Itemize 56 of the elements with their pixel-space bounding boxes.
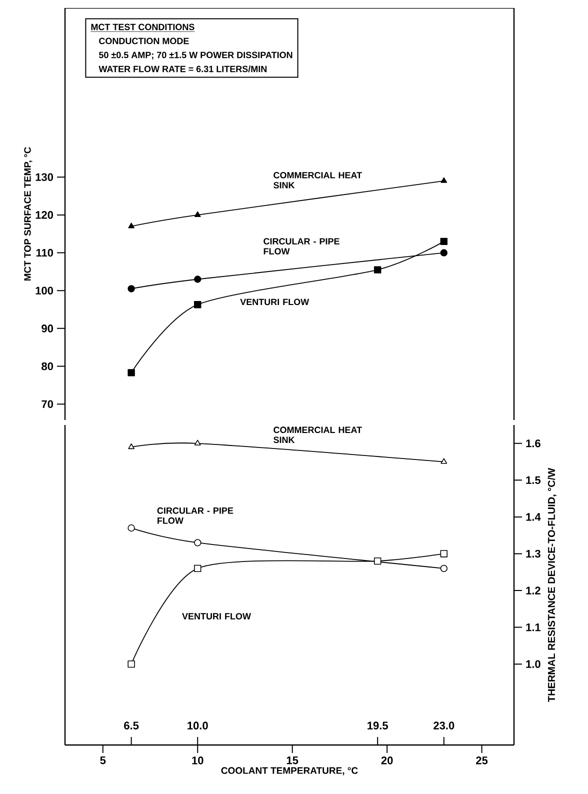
- y-tick-label: 80: [42, 362, 54, 370]
- series-label: COMMERCIAL HEAT SINK: [274, 172, 362, 188]
- series-label: VENTURI FLOW: [240, 298, 310, 306]
- point: [194, 440, 201, 446]
- y2-tick-label: 1.4: [526, 513, 541, 521]
- x2-tick-label: 6.5: [124, 722, 139, 730]
- point: [194, 211, 201, 217]
- point: [128, 369, 135, 376]
- text: VENTURI FLOW: [182, 613, 251, 620]
- annotation: CONDUCTION MODE: [99, 38, 189, 44]
- point: [128, 285, 135, 292]
- y-tick-label: 70: [42, 400, 54, 408]
- point: [440, 249, 448, 256]
- point: [440, 458, 448, 464]
- y-tick-label: 120: [36, 211, 54, 219]
- y-tick-label: 90: [42, 324, 54, 332]
- series-label: CIRCULAR - PIPE FLOW: [264, 238, 340, 254]
- x-tick-label: 10: [192, 756, 204, 764]
- y2-tick-label: 1.5: [526, 476, 541, 484]
- point: [128, 660, 135, 668]
- x-tick-label: 5: [100, 756, 106, 764]
- x-tick-label: 15: [286, 756, 298, 764]
- y2-tick-label: 1.1: [526, 624, 541, 632]
- annotation: WATER FLOW RATE = 6.31 LITERS/MIN: [98, 66, 267, 72]
- y-tick-label: 100: [36, 286, 54, 294]
- y2-tick-label: 1.0: [526, 660, 540, 668]
- y2-tick-label: 1.3: [526, 550, 540, 558]
- point: [194, 276, 202, 283]
- point: [194, 564, 202, 572]
- y2-tick-label: 1.6: [526, 440, 540, 448]
- y2-tick-label: 1.2: [526, 586, 540, 594]
- point: [194, 539, 202, 546]
- point: [128, 222, 134, 228]
- series-label: COMMERCIAL HEAT SINK: [274, 426, 362, 444]
- y-tick-label: 110: [36, 248, 54, 257]
- x2-tick-label: 23.0: [434, 722, 454, 730]
- y-axis-title: MCT TOP SURFACE TEMP, °C: [24, 147, 32, 281]
- annotation: MCT TEST CONDITIONS: [91, 24, 194, 30]
- point: [128, 524, 135, 532]
- annotation: 50 ±0.5 AMP; 70 ±1.5 W POWER DISSIPATION: [98, 52, 292, 60]
- series-label: CIRCULAR - PIPE FLOW: [157, 507, 234, 524]
- point: [440, 177, 448, 183]
- y-tick-label: 130: [36, 173, 54, 182]
- point: [128, 443, 134, 450]
- y2-axis-title: THERMAL RESISTANCE DEVICE-TO-FLUID, °C/W: [548, 468, 556, 702]
- point: [374, 266, 382, 274]
- x2-tick-label: 19.5: [368, 722, 388, 730]
- point: [374, 557, 382, 565]
- x-tick-label: 25: [476, 756, 488, 764]
- point: [440, 564, 448, 572]
- point: [440, 238, 448, 246]
- point: [194, 301, 202, 308]
- x-tick-label: 20: [381, 756, 393, 764]
- point: [440, 550, 448, 558]
- x-axis-title: COOLANT TEMPERATURE, °C: [221, 767, 358, 776]
- x2-tick-label: 10.0: [188, 722, 208, 730]
